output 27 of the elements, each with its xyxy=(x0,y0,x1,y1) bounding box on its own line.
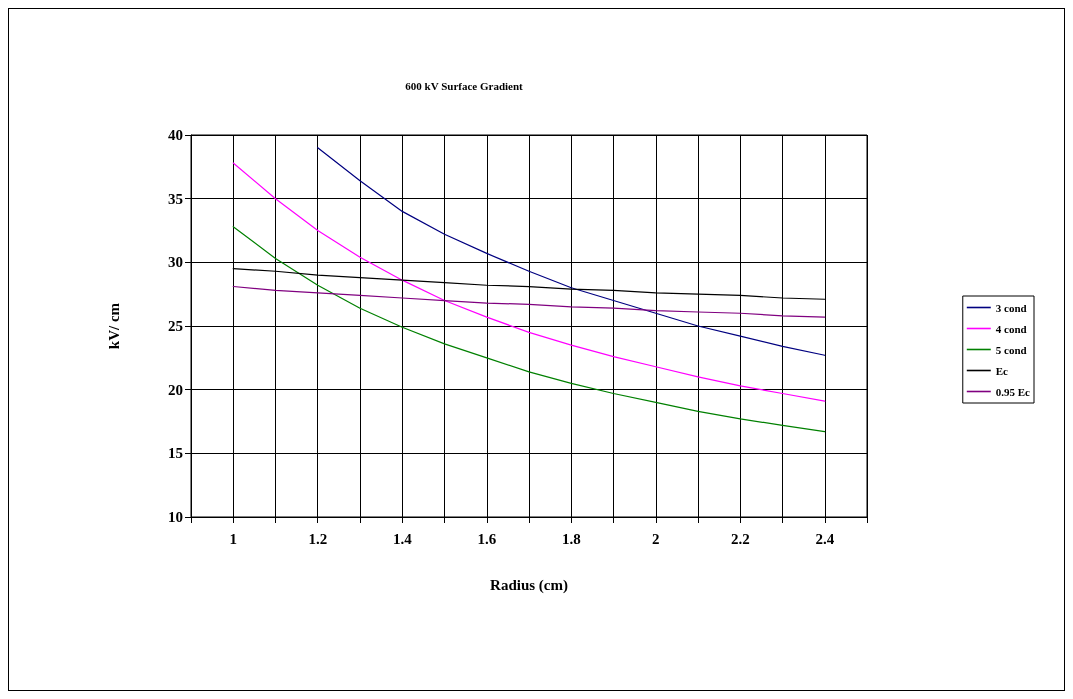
x-tick-label: 1.4 xyxy=(392,530,413,547)
chart-title: 600 kV Surface Gradient xyxy=(405,79,524,92)
y-tick-label: 15 xyxy=(168,445,183,462)
line-series xyxy=(232,162,826,402)
x-tick-label: 1.6 xyxy=(477,530,497,547)
x-tick-label: 1.2 xyxy=(308,530,328,547)
y-tick-label: 20 xyxy=(168,381,183,398)
y-tick-label: 10 xyxy=(168,509,183,525)
y-tick-label: 25 xyxy=(168,318,183,334)
x-axis-title: Radius (cm) xyxy=(490,576,568,594)
line-series xyxy=(232,285,826,318)
legend-label: 5 cond xyxy=(995,343,1027,356)
y-tick-label: 35 xyxy=(168,190,183,207)
y-tick-label: 30 xyxy=(168,254,183,271)
x-tick-label: 2.2 xyxy=(730,530,750,547)
y-axis-title: kV/ cm xyxy=(105,302,122,350)
y-tick-label: 40 xyxy=(168,127,183,143)
legend-label: 3 cond xyxy=(995,301,1027,314)
line-series xyxy=(317,147,826,356)
x-tick-label: 2.4 xyxy=(815,530,835,547)
x-tick-label: 2 xyxy=(652,530,660,547)
line-series xyxy=(232,226,826,433)
x-tick-label: 1.8 xyxy=(561,530,581,547)
x-tick-label: 1 xyxy=(229,530,237,547)
legend-label: Ec xyxy=(995,364,1009,377)
legend-label: 4 cond xyxy=(995,322,1027,335)
legend-label: 0.95 Ec xyxy=(995,385,1031,398)
